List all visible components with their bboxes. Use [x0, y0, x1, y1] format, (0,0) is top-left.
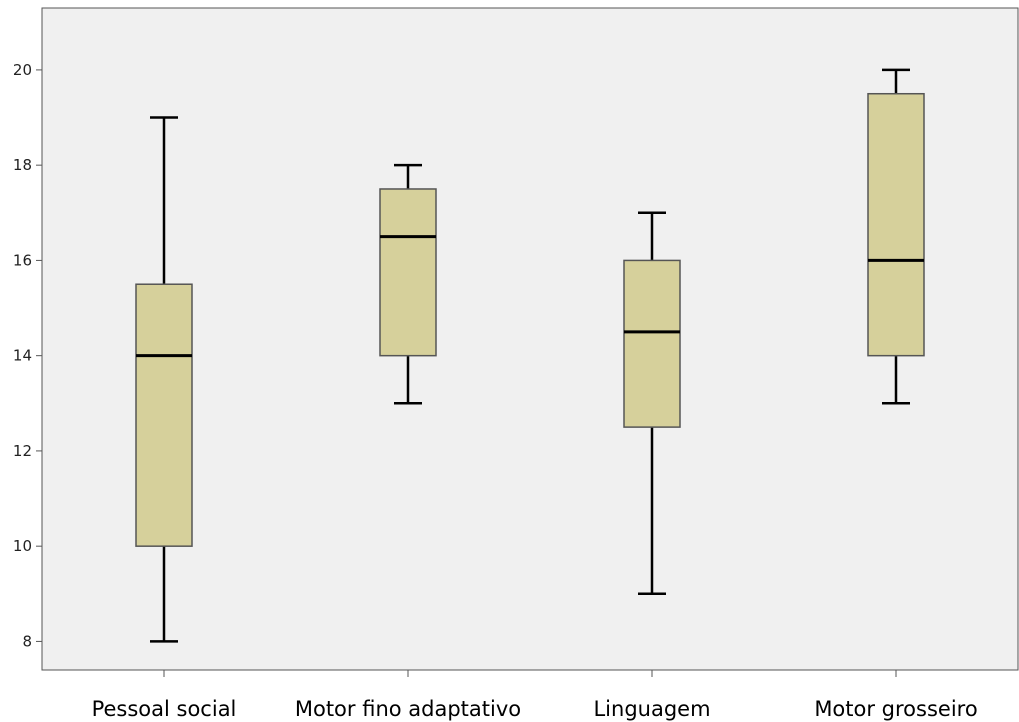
iqr-box — [379, 188, 437, 357]
iqr-box — [623, 259, 681, 428]
box-group — [623, 211, 681, 596]
x-category-label: Pessoal social — [92, 697, 237, 721]
x-axis: Pessoal social Motor fino adaptativo Lingu… — [92, 670, 978, 721]
y-tick-label: 20 — [13, 61, 32, 79]
iqr-box — [867, 92, 925, 357]
y-tick-label: 8 — [22, 632, 32, 650]
boxes-group — [135, 68, 925, 643]
y-tick-label: 10 — [13, 537, 32, 555]
box-group — [867, 68, 925, 405]
y-tick-label: 14 — [13, 347, 32, 365]
box-group — [135, 116, 193, 643]
y-tick-label: 16 — [13, 251, 32, 269]
y-tick-label: 12 — [13, 442, 32, 460]
box-group — [379, 163, 437, 405]
x-category-label: Motor grosseiro — [814, 697, 977, 721]
x-category-label: Linguagem — [593, 697, 710, 721]
iqr-box — [135, 283, 193, 547]
plot-area — [41, 7, 1019, 671]
y-axis: 8 10 12 14 16 18 20 — [13, 61, 42, 650]
x-category-label: Motor fino adaptativo — [295, 697, 521, 721]
y-tick-label: 18 — [13, 156, 32, 174]
